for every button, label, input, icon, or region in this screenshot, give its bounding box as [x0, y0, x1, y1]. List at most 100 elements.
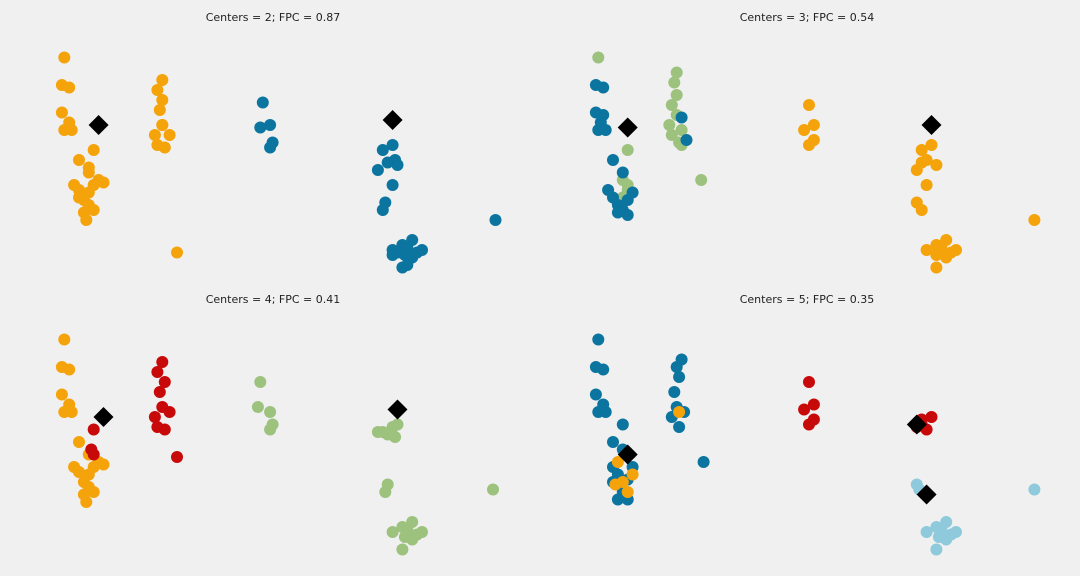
data-point-orange	[156, 74, 169, 86]
data-point-lightblue	[930, 521, 943, 533]
data-point-blue	[616, 166, 629, 179]
data-point-orange	[930, 249, 943, 261]
data-point-orange	[87, 144, 100, 156]
data-point-orange	[626, 468, 639, 481]
data-point-green	[379, 486, 392, 498]
data-point-blue	[592, 333, 605, 346]
subplot-title: Centers = 2; FPC = 0.87	[206, 11, 341, 24]
data-point-orange	[55, 106, 68, 119]
data-point-lightblue	[950, 526, 962, 538]
data-point-green	[487, 483, 499, 496]
data-point-orange	[87, 204, 100, 216]
data-point-green	[381, 428, 394, 441]
data-point-red	[153, 386, 166, 398]
data-point-green	[264, 423, 277, 436]
cluster-center-marker	[617, 444, 638, 465]
data-point-red	[925, 411, 938, 423]
data-point-green	[621, 144, 634, 156]
data-point-orange	[58, 333, 71, 346]
plot-area	[589, 333, 1041, 556]
data-point-orange	[920, 244, 933, 256]
data-point-blue	[607, 436, 619, 448]
plot-area	[55, 333, 499, 556]
data-point-blue	[376, 144, 389, 156]
data-point-red	[87, 448, 100, 461]
data-point-orange	[915, 144, 928, 156]
data-point-blue	[621, 209, 634, 221]
data-point-red	[163, 406, 176, 418]
data-point-orange	[915, 204, 928, 216]
data-point-orange	[803, 99, 815, 111]
data-point-orange	[1028, 214, 1041, 226]
data-point-green	[665, 129, 678, 141]
data-point-blue	[680, 134, 693, 146]
data-point-blue	[256, 96, 269, 109]
data-point-blue	[589, 388, 602, 401]
cluster-center-marker	[387, 399, 408, 420]
data-point-orange	[80, 214, 93, 226]
data-point-orange	[673, 406, 686, 418]
data-point-blue	[675, 353, 688, 366]
data-point-lightblue	[1028, 483, 1041, 496]
data-point-blue	[599, 124, 612, 136]
cluster-center-marker	[382, 110, 403, 130]
data-point-red	[807, 398, 820, 411]
data-point-orange	[156, 94, 169, 106]
subplot-centers-2: Centers = 2; FPC = 0.87	[55, 11, 502, 274]
data-point-green	[592, 51, 605, 64]
data-point-orange	[920, 179, 933, 191]
data-point-red	[158, 423, 171, 436]
data-point-blue	[673, 371, 686, 383]
data-point-orange	[73, 466, 85, 478]
subplot-title: Centers = 3; FPC = 0.54	[740, 11, 875, 24]
data-point-green	[264, 406, 277, 418]
data-point-orange	[80, 496, 93, 508]
data-point-green	[251, 401, 264, 413]
data-point-red	[151, 366, 164, 378]
data-point-orange	[73, 154, 85, 166]
data-point-orange	[609, 478, 622, 491]
data-point-blue	[416, 244, 428, 256]
data-point-orange	[65, 124, 78, 136]
data-point-blue	[599, 406, 612, 418]
data-point-orange	[63, 81, 76, 94]
data-point-blue	[254, 121, 267, 134]
data-point-orange	[156, 119, 169, 131]
data-point-blue	[607, 154, 619, 166]
subplot-centers-3: Centers = 3; FPC = 0.54	[589, 11, 1041, 274]
data-point-blue	[386, 179, 399, 191]
data-point-lightblue	[920, 526, 933, 538]
data-point-green	[668, 76, 681, 89]
data-point-orange	[803, 139, 815, 151]
data-point-orange	[807, 119, 820, 131]
data-point-orange	[58, 51, 71, 64]
data-point-orange	[910, 164, 923, 176]
subplot-centers-4: Centers = 4; FPC = 0.41	[55, 293, 499, 556]
data-point-green	[695, 174, 708, 186]
data-point-orange	[925, 139, 938, 151]
data-point-blue	[381, 156, 394, 169]
data-point-green	[391, 418, 404, 431]
plot-area	[589, 51, 1041, 274]
data-point-red	[798, 403, 811, 416]
cluster-center-marker	[921, 115, 942, 135]
data-point-orange	[65, 406, 78, 418]
data-point-orange	[153, 104, 166, 116]
data-point-green	[675, 124, 688, 136]
subplot-title: Centers = 4; FPC = 0.41	[206, 293, 341, 306]
data-point-blue	[616, 418, 629, 431]
plot-area	[55, 51, 502, 274]
data-point-orange	[798, 124, 811, 136]
data-point-blue	[611, 206, 624, 219]
data-point-orange	[97, 176, 110, 189]
data-point-red	[156, 356, 169, 368]
data-point-blue	[401, 259, 414, 271]
data-point-red	[87, 423, 100, 436]
cluster-center-marker	[617, 117, 638, 138]
data-point-green	[396, 521, 409, 533]
data-point-red	[148, 411, 161, 423]
data-point-blue	[597, 109, 610, 121]
data-point-blue	[597, 363, 610, 376]
data-point-green	[396, 543, 409, 556]
